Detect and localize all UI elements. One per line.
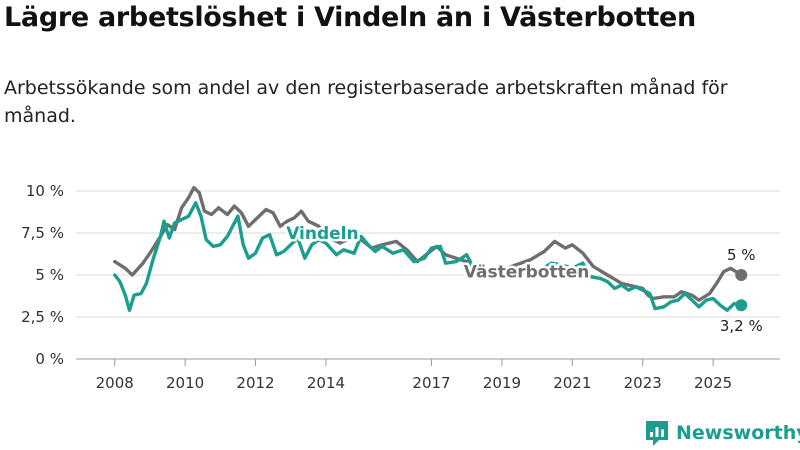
x-tick-label: 2012 [236,374,274,392]
chart-title: Lägre arbetslöshet i Vindeln än i Väster… [4,2,696,33]
x-tick-label: 2023 [624,374,662,392]
x-tick-label: 2010 [166,374,204,392]
end-marker-vasterbotten [735,269,748,281]
x-tick-label: 2021 [553,374,591,392]
series-lines [113,185,743,312]
end-marker-vindeln [735,299,748,312]
y-tick-label: 5 % [35,266,64,284]
end-label-vindeln: 3,2 % [720,317,763,335]
grid-lines [76,190,780,360]
y-tick-label: 0 % [35,350,64,368]
x-tick-label: 2025 [694,374,732,392]
series-line-vindeln [113,201,469,312]
series-labels: Vindeln Västerbotten [284,222,592,286]
y-tick-label: 10 % [26,182,64,200]
y-tick-label: 2,5 % [21,308,64,326]
end-markers: 5 % 3,2 % [720,246,763,335]
x-axis-ticks: 2008 2010 2012 2014 2017 2019 2021 2023 2025 [96,359,732,392]
x-tick-label: 2008 [96,374,134,392]
y-tick-label: 7,5 % [21,224,64,242]
x-tick-label: 2019 [483,374,521,392]
chart-subtitle: Arbetssökande som andel av den registerb… [4,77,728,127]
y-axis-ticks: 0 % 2,5 % 5 % 7,5 % 10 % [21,182,64,368]
series-label-vasterbotten: Västerbotten [464,263,590,283]
chart-bars-icon [646,421,668,446]
x-tick-label: 2014 [307,374,345,392]
x-tick-label: 2017 [412,374,450,392]
end-label-vasterbotten: 5 % [727,246,756,264]
series-line-vindeln-continued [465,253,743,312]
newsworthy-logo[interactable]: Newsworthy [644,418,800,448]
brand-name: Newsworthy [676,422,800,444]
series-label-vindeln: Vindeln [286,224,358,244]
